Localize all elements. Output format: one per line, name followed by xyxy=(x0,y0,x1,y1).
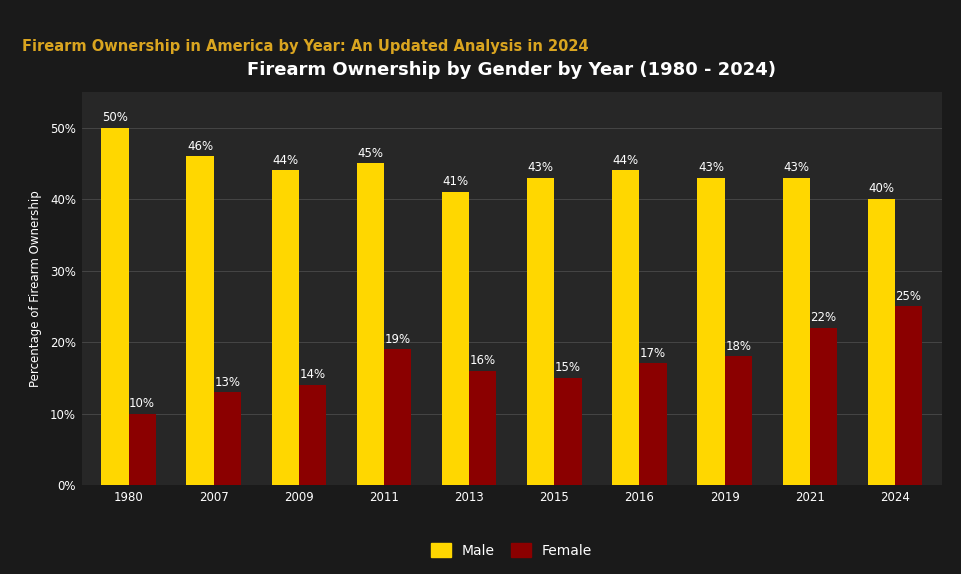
Text: 18%: 18% xyxy=(726,340,752,353)
Bar xyxy=(725,356,752,485)
Bar xyxy=(527,177,554,485)
Text: 41%: 41% xyxy=(442,175,469,188)
Text: 25%: 25% xyxy=(896,290,922,302)
Text: 43%: 43% xyxy=(783,161,809,174)
Text: Firearm Ownership in America by Year: An Updated Analysis in 2024: Firearm Ownership in America by Year: An… xyxy=(22,39,589,54)
Text: 22%: 22% xyxy=(810,311,836,324)
Bar xyxy=(810,328,837,485)
Bar xyxy=(895,307,923,485)
Bar xyxy=(868,199,895,485)
Bar xyxy=(129,413,156,485)
Bar xyxy=(299,385,326,485)
Text: 45%: 45% xyxy=(357,147,383,160)
Text: 13%: 13% xyxy=(214,375,240,389)
Bar xyxy=(357,164,384,485)
Bar xyxy=(782,177,810,485)
Text: 16%: 16% xyxy=(470,354,496,367)
Bar xyxy=(384,349,411,485)
Text: 43%: 43% xyxy=(698,161,724,174)
Text: 14%: 14% xyxy=(300,369,326,381)
Text: 44%: 44% xyxy=(272,154,298,167)
Text: 43%: 43% xyxy=(528,161,554,174)
Bar xyxy=(639,363,667,485)
Text: 15%: 15% xyxy=(554,361,581,374)
Text: 50%: 50% xyxy=(102,111,128,124)
Bar xyxy=(101,127,129,485)
Bar xyxy=(554,378,581,485)
Text: 19%: 19% xyxy=(384,332,410,346)
Bar xyxy=(213,392,241,485)
Text: 40%: 40% xyxy=(869,183,895,196)
Bar xyxy=(469,371,497,485)
Bar xyxy=(698,177,725,485)
Bar xyxy=(272,170,299,485)
Bar xyxy=(612,170,639,485)
Text: 44%: 44% xyxy=(613,154,639,167)
Y-axis label: Percentage of Firearm Ownership: Percentage of Firearm Ownership xyxy=(29,190,41,387)
Title: Firearm Ownership by Gender by Year (1980 - 2024): Firearm Ownership by Gender by Year (198… xyxy=(247,61,776,79)
Legend: Male, Female: Male, Female xyxy=(424,536,600,565)
Text: 10%: 10% xyxy=(129,397,155,410)
Text: 46%: 46% xyxy=(187,139,213,153)
Text: 17%: 17% xyxy=(640,347,666,360)
Bar xyxy=(442,192,469,485)
Bar xyxy=(186,156,213,485)
